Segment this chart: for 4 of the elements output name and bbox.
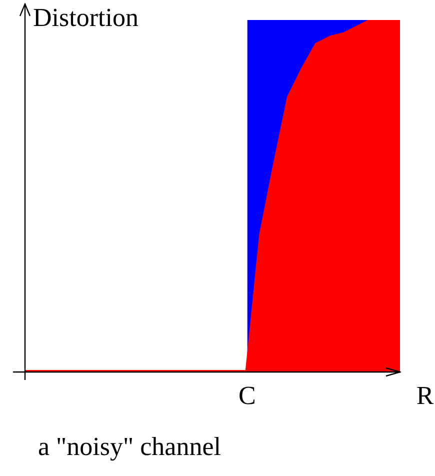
x-axis-title: R: [416, 380, 434, 410]
text: C: [238, 380, 256, 410]
text: a "noisy" channel: [38, 432, 221, 462]
y-axis-title: Distortion: [33, 2, 138, 32]
